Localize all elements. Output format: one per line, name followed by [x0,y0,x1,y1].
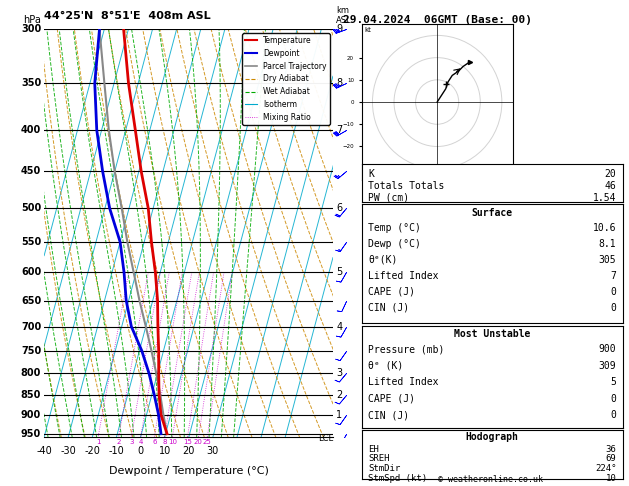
Text: 3: 3 [129,439,133,446]
Text: CAPE (J): CAPE (J) [368,394,415,404]
Text: 450: 450 [21,167,41,176]
Text: θᵉ(K): θᵉ(K) [368,255,398,265]
Text: CIN (J): CIN (J) [368,410,409,420]
Text: 650: 650 [21,295,41,306]
Text: Dewpoint / Temperature (°C): Dewpoint / Temperature (°C) [109,466,269,476]
Text: 1: 1 [337,410,342,420]
Text: 600: 600 [21,267,41,278]
Text: 700: 700 [21,322,41,331]
Text: 500: 500 [21,204,41,213]
Text: 7: 7 [337,125,343,135]
Text: Totals Totals: Totals Totals [368,181,444,191]
Text: 4: 4 [337,322,342,331]
Text: 400: 400 [21,125,41,135]
Text: SREH: SREH [368,454,389,464]
Text: 69: 69 [606,454,616,464]
Text: 30: 30 [207,446,219,455]
Text: 8.1: 8.1 [599,239,616,249]
Text: CAPE (J): CAPE (J) [368,287,415,297]
Text: StmSpd (kt): StmSpd (kt) [368,474,427,483]
Text: Hodograph: Hodograph [465,432,519,442]
Text: 20: 20 [604,169,616,179]
Legend: Temperature, Dewpoint, Parcel Trajectory, Dry Adiabat, Wet Adiabat, Isotherm, Mi: Temperature, Dewpoint, Parcel Trajectory… [242,33,330,125]
Text: 36: 36 [606,445,616,454]
Text: kt: kt [365,27,372,34]
Text: 44°25'N  8°51'E  408m ASL: 44°25'N 8°51'E 408m ASL [44,11,211,21]
Text: 20: 20 [194,439,203,446]
Text: 5: 5 [337,267,343,278]
Text: 25: 25 [203,439,211,446]
Text: Most Unstable: Most Unstable [454,329,530,339]
Text: 0: 0 [137,446,143,455]
Text: 6: 6 [152,439,157,446]
Text: 550: 550 [21,237,41,247]
Text: 800: 800 [21,368,41,379]
Text: 1: 1 [96,439,100,446]
Text: -30: -30 [60,446,76,455]
Text: 20: 20 [182,446,195,455]
Text: 29.04.2024  06GMT (Base: 00): 29.04.2024 06GMT (Base: 00) [343,15,532,25]
Text: Surface: Surface [472,208,513,218]
Text: 0: 0 [611,287,616,297]
Text: -40: -40 [36,446,52,455]
Text: -10: -10 [108,446,125,455]
Text: 305: 305 [599,255,616,265]
Text: 15: 15 [183,439,192,446]
Text: 9: 9 [337,24,342,34]
Text: 300: 300 [21,24,41,34]
Text: -20: -20 [84,446,100,455]
Text: PW (cm): PW (cm) [368,193,409,203]
Text: Dewp (°C): Dewp (°C) [368,239,421,249]
Text: © weatheronline.co.uk: © weatheronline.co.uk [438,474,543,484]
Text: 224°: 224° [595,464,616,473]
Text: 2: 2 [116,439,121,446]
Text: Temp (°C): Temp (°C) [368,223,421,233]
Text: 6: 6 [337,204,342,213]
Text: K: K [368,169,374,179]
Text: 350: 350 [21,78,41,88]
Text: Lifted Index: Lifted Index [368,377,438,387]
Text: 950: 950 [21,429,41,439]
Text: 309: 309 [599,361,616,371]
Text: 1.54: 1.54 [593,193,616,203]
Text: 10: 10 [159,446,170,455]
Text: LCL: LCL [318,434,333,443]
Text: 900: 900 [599,344,616,354]
Text: 10: 10 [606,474,616,483]
Text: km
ASL: km ASL [337,6,352,25]
Text: 4: 4 [138,439,143,446]
Text: 750: 750 [21,346,41,356]
Text: 8: 8 [337,78,342,88]
Text: 0: 0 [611,410,616,420]
Text: CIN (J): CIN (J) [368,303,409,313]
Text: θᵉ (K): θᵉ (K) [368,361,403,371]
Text: EH: EH [368,445,379,454]
Text: hPa: hPa [23,15,41,25]
Text: Pressure (mb): Pressure (mb) [368,344,444,354]
Text: 0: 0 [611,394,616,404]
Text: 5: 5 [611,377,616,387]
Text: 7: 7 [611,271,616,281]
Text: 3: 3 [337,368,342,379]
Text: 10.6: 10.6 [593,223,616,233]
Text: 0: 0 [611,303,616,313]
Text: 2: 2 [337,390,343,399]
Text: 10: 10 [168,439,177,446]
Text: 8: 8 [162,439,167,446]
Text: StmDir: StmDir [368,464,400,473]
Text: Lifted Index: Lifted Index [368,271,438,281]
Text: 900: 900 [21,410,41,420]
Text: 850: 850 [21,390,41,399]
Text: 46: 46 [604,181,616,191]
